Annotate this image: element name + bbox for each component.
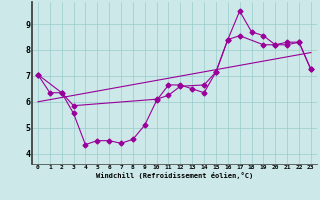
X-axis label: Windchill (Refroidissement éolien,°C): Windchill (Refroidissement éolien,°C) bbox=[96, 172, 253, 179]
